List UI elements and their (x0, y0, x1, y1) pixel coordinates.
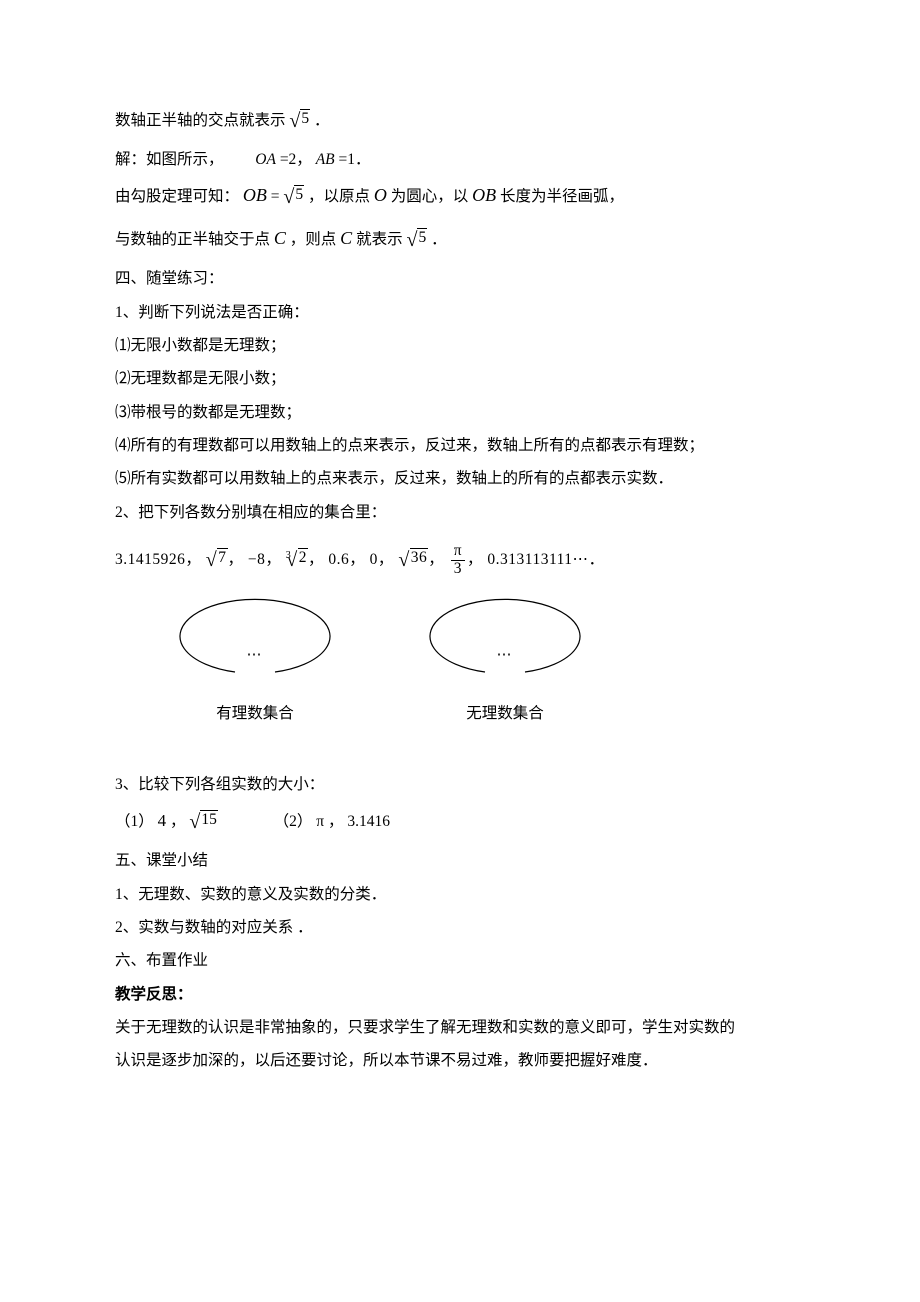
text: 为圆心，以 (391, 188, 469, 205)
var-OA: OA (255, 151, 276, 168)
text: 与数轴的正半轴交于点 (115, 231, 270, 248)
text: ． (314, 112, 330, 129)
rational-set: ⋯ 有理数集合 (175, 597, 335, 730)
paragraph: 由勾股定理可知： OB = √5 ，以原点 O 为圆心，以 OB 长度为半径画弧… (115, 176, 805, 219)
set-label: 无理数集合 (466, 697, 544, 730)
list-item: 1、无理数、实数的意义及实数的分类． (115, 878, 805, 911)
paragraph: 解：如图所示， OA =2， AB =1． (115, 143, 805, 176)
section-heading: 六、布置作业 (115, 944, 805, 977)
cuberoot-expr: 3√2 (286, 551, 308, 568)
pi: π (316, 813, 324, 830)
paragraph: 数轴正半轴的交点就表示 √5 ． (115, 100, 805, 143)
sub-question: （1） 4 ， √15 （2） π ， 3.1416 (115, 801, 805, 844)
num: 0.313113111⋯ (487, 551, 588, 568)
list-item: ⑵无理数都是无限小数； (115, 362, 805, 395)
num: 0.6 (328, 551, 349, 568)
list-item: 2、实数与数轴的对应关系 ． (115, 911, 805, 944)
var-O: O (374, 185, 387, 205)
fraction: π3 (451, 543, 465, 577)
sqrt-expr: √5 (289, 100, 310, 143)
var-C: C (274, 228, 286, 248)
var-OB: OB (243, 185, 267, 205)
section-heading-bold: 教学反思： (115, 978, 805, 1011)
list-item: ⑷所有的有理数都可以用数轴上的点来表示，反过来，数轴上所有的点都表示有理数； (115, 429, 805, 462)
text: ， (170, 813, 186, 830)
text: 长度为半径画弧， (500, 188, 624, 205)
sqrt-expr: √5 (406, 219, 427, 262)
section-heading: 四、随堂练习： (115, 262, 805, 295)
text: （1） (115, 813, 154, 830)
list-item: ⑴无限小数都是无理数； (115, 329, 805, 362)
var-OB: OB (472, 185, 496, 205)
text: 就表示 (356, 231, 403, 248)
num: 3.1415926 (115, 551, 185, 568)
irrational-set: ⋯ 无理数集合 (425, 597, 585, 730)
num: −8 (248, 551, 266, 568)
text: ． (431, 231, 447, 248)
text: =2， (280, 151, 312, 168)
num: 3.1416 (347, 813, 390, 830)
text: ，则点 (290, 231, 337, 248)
sqrt-expr: √7 (206, 539, 228, 582)
list-item: ⑶带根号的数都是无理数； (115, 396, 805, 429)
document-page: 数轴正半轴的交点就表示 √5 ． 解：如图所示， OA =2， AB =1． 由… (0, 0, 920, 1302)
list-item: ⑸所有实数都可以用数轴上的点来表示，反过来，数轴上的所有的点都表示实数． (115, 462, 805, 495)
sqrt-expr: √36 (398, 539, 428, 582)
question: 1、判断下列说法是否正确： (115, 296, 805, 329)
paragraph: 关于无理数的认识是非常抽象的，只要求学生了解无理数和实数的意义即可，学生对实数的 (115, 1011, 805, 1044)
var-AB: AB (316, 151, 335, 168)
text: ，以原点 (308, 188, 370, 205)
ellipsis: ⋯ (175, 639, 335, 671)
text: 解：如图所示， (115, 151, 224, 168)
set-diagrams: ⋯ 有理数集合 ⋯ 无理数集合 (175, 597, 805, 730)
text: ， (328, 813, 344, 830)
sqrt-expr: √5 (283, 176, 304, 219)
number-list: 3.1415926， √7， −8， 3√2， 0.6， 0， √36， π3，… (115, 539, 805, 582)
num: 4 (158, 811, 167, 830)
text: 由勾股定理可知： (115, 188, 239, 205)
equals: = (271, 188, 284, 205)
text: =1． (339, 151, 371, 168)
sqrt-expr: √15 (189, 801, 217, 844)
num: 0 (370, 551, 378, 568)
paragraph: 认识是逐步加深的，以后还要讨论，所以本节课不易过难，教师要把握好难度． (115, 1044, 805, 1077)
set-label: 有理数集合 (216, 697, 294, 730)
text: （2） (274, 813, 313, 830)
section-heading: 五、课堂小结 (115, 844, 805, 877)
text: 数轴正半轴的交点就表示 (115, 112, 286, 129)
question: 2、把下列各数分别填在相应的集合里： (115, 496, 805, 529)
paragraph: 与数轴的正半轴交于点 C ，则点 C 就表示 √5 ． (115, 219, 805, 262)
ellipsis: ⋯ (425, 639, 585, 671)
question: 3、比较下列各组实数的大小： (115, 768, 805, 801)
var-C: C (340, 228, 352, 248)
